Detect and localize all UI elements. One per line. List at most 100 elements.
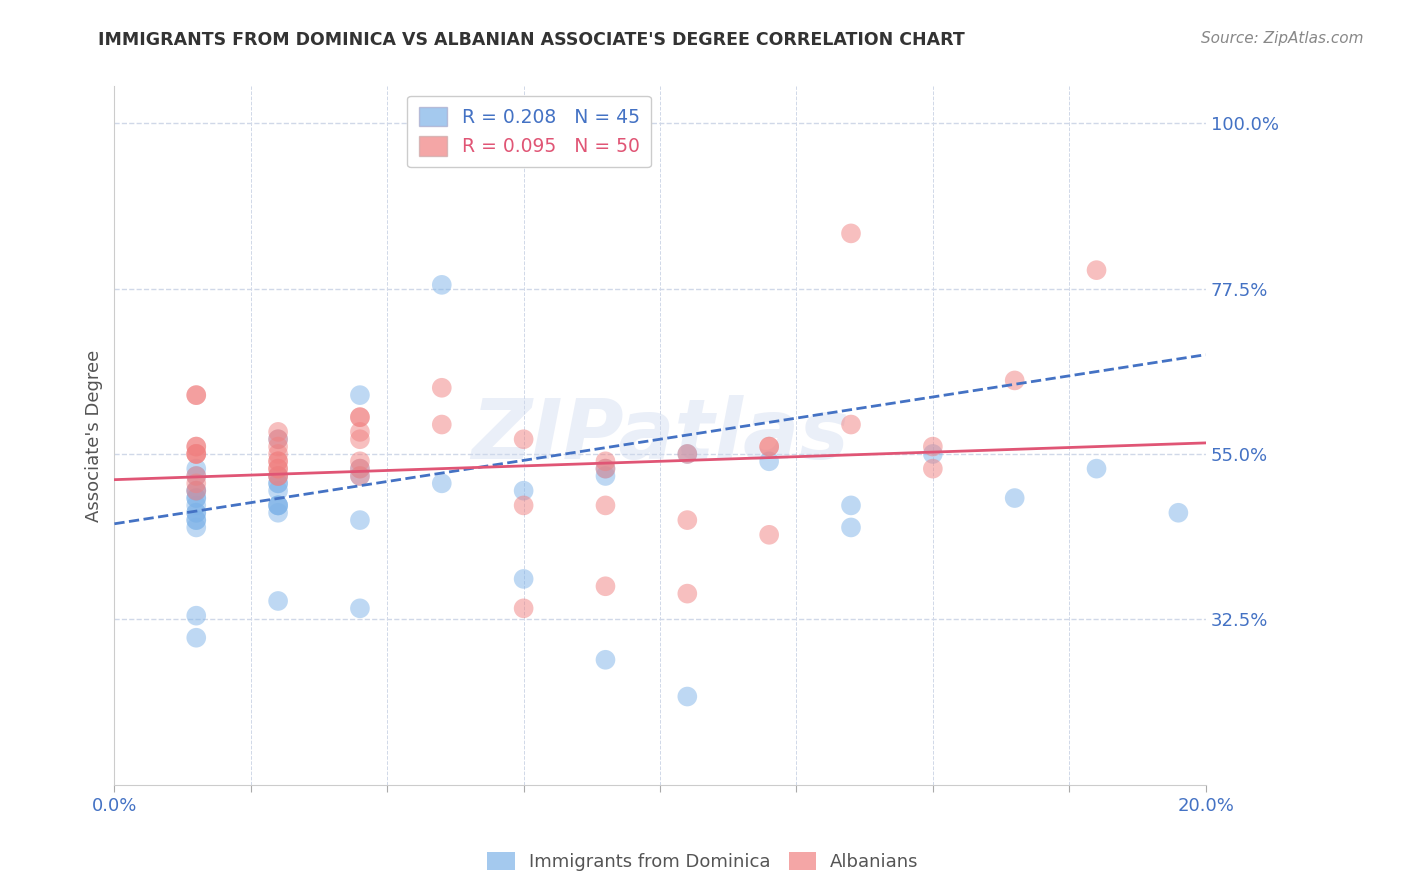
Point bbox=[676, 513, 699, 527]
Point bbox=[349, 461, 371, 475]
Point bbox=[839, 520, 862, 534]
Point bbox=[186, 469, 208, 483]
Point bbox=[267, 425, 290, 439]
Point bbox=[595, 579, 617, 593]
Point bbox=[186, 388, 208, 402]
Point bbox=[186, 491, 208, 505]
Point bbox=[595, 454, 617, 468]
Point bbox=[758, 440, 780, 454]
Point bbox=[267, 594, 290, 608]
Point bbox=[921, 447, 943, 461]
Point bbox=[186, 447, 208, 461]
Point bbox=[267, 476, 290, 491]
Point bbox=[349, 469, 371, 483]
Point bbox=[595, 461, 617, 475]
Text: IMMIGRANTS FROM DOMINICA VS ALBANIAN ASSOCIATE'S DEGREE CORRELATION CHART: IMMIGRANTS FROM DOMINICA VS ALBANIAN ASS… bbox=[98, 31, 965, 49]
Point bbox=[512, 499, 534, 513]
Point bbox=[267, 447, 290, 461]
Point bbox=[349, 454, 371, 468]
Point bbox=[186, 388, 208, 402]
Point bbox=[186, 513, 208, 527]
Point bbox=[267, 432, 290, 446]
Point bbox=[267, 483, 290, 498]
Point bbox=[1249, 293, 1271, 307]
Point bbox=[267, 440, 290, 454]
Point bbox=[1085, 461, 1108, 475]
Point bbox=[839, 227, 862, 241]
Point bbox=[186, 506, 208, 520]
Point bbox=[267, 461, 290, 475]
Point bbox=[758, 528, 780, 542]
Point bbox=[349, 513, 371, 527]
Point bbox=[1004, 373, 1026, 387]
Point bbox=[595, 653, 617, 667]
Point bbox=[512, 483, 534, 498]
Point bbox=[186, 608, 208, 623]
Point bbox=[430, 381, 453, 395]
Point bbox=[186, 520, 208, 534]
Point bbox=[839, 499, 862, 513]
Text: ZIPatlas: ZIPatlas bbox=[471, 395, 849, 476]
Point bbox=[186, 440, 208, 454]
Point bbox=[595, 461, 617, 475]
Point bbox=[267, 499, 290, 513]
Legend: R = 0.208   N = 45, R = 0.095   N = 50: R = 0.208 N = 45, R = 0.095 N = 50 bbox=[408, 95, 651, 168]
Point bbox=[267, 476, 290, 491]
Point bbox=[267, 432, 290, 446]
Point bbox=[186, 483, 208, 498]
Point bbox=[186, 483, 208, 498]
Point bbox=[758, 454, 780, 468]
Point bbox=[186, 631, 208, 645]
Point bbox=[430, 277, 453, 292]
Point bbox=[186, 476, 208, 491]
Point bbox=[839, 417, 862, 432]
Y-axis label: Associate's Degree: Associate's Degree bbox=[86, 350, 103, 522]
Point bbox=[758, 440, 780, 454]
Point bbox=[267, 454, 290, 468]
Point bbox=[267, 461, 290, 475]
Point bbox=[430, 417, 453, 432]
Point bbox=[676, 447, 699, 461]
Point bbox=[186, 499, 208, 513]
Point bbox=[676, 586, 699, 600]
Point bbox=[676, 690, 699, 704]
Point bbox=[921, 461, 943, 475]
Legend: Immigrants from Dominica, Albanians: Immigrants from Dominica, Albanians bbox=[481, 845, 925, 879]
Point bbox=[1167, 506, 1189, 520]
Point bbox=[267, 499, 290, 513]
Point bbox=[349, 601, 371, 615]
Point bbox=[676, 447, 699, 461]
Point bbox=[349, 410, 371, 425]
Point bbox=[512, 601, 534, 615]
Point bbox=[186, 447, 208, 461]
Point bbox=[186, 483, 208, 498]
Point bbox=[1004, 491, 1026, 505]
Text: Source: ZipAtlas.com: Source: ZipAtlas.com bbox=[1201, 31, 1364, 46]
Point bbox=[1085, 263, 1108, 277]
Point bbox=[186, 491, 208, 505]
Point bbox=[349, 388, 371, 402]
Point bbox=[349, 432, 371, 446]
Point bbox=[186, 447, 208, 461]
Point bbox=[921, 440, 943, 454]
Point bbox=[267, 469, 290, 483]
Point bbox=[349, 425, 371, 439]
Point bbox=[186, 440, 208, 454]
Point bbox=[512, 572, 534, 586]
Point bbox=[349, 469, 371, 483]
Point bbox=[186, 461, 208, 475]
Point bbox=[186, 469, 208, 483]
Point bbox=[512, 432, 534, 446]
Point bbox=[186, 506, 208, 520]
Point bbox=[595, 469, 617, 483]
Point bbox=[595, 499, 617, 513]
Point bbox=[267, 469, 290, 483]
Point bbox=[430, 476, 453, 491]
Point bbox=[349, 410, 371, 425]
Point bbox=[267, 506, 290, 520]
Point bbox=[267, 469, 290, 483]
Point bbox=[267, 454, 290, 468]
Point bbox=[186, 513, 208, 527]
Point bbox=[349, 461, 371, 475]
Point bbox=[267, 499, 290, 513]
